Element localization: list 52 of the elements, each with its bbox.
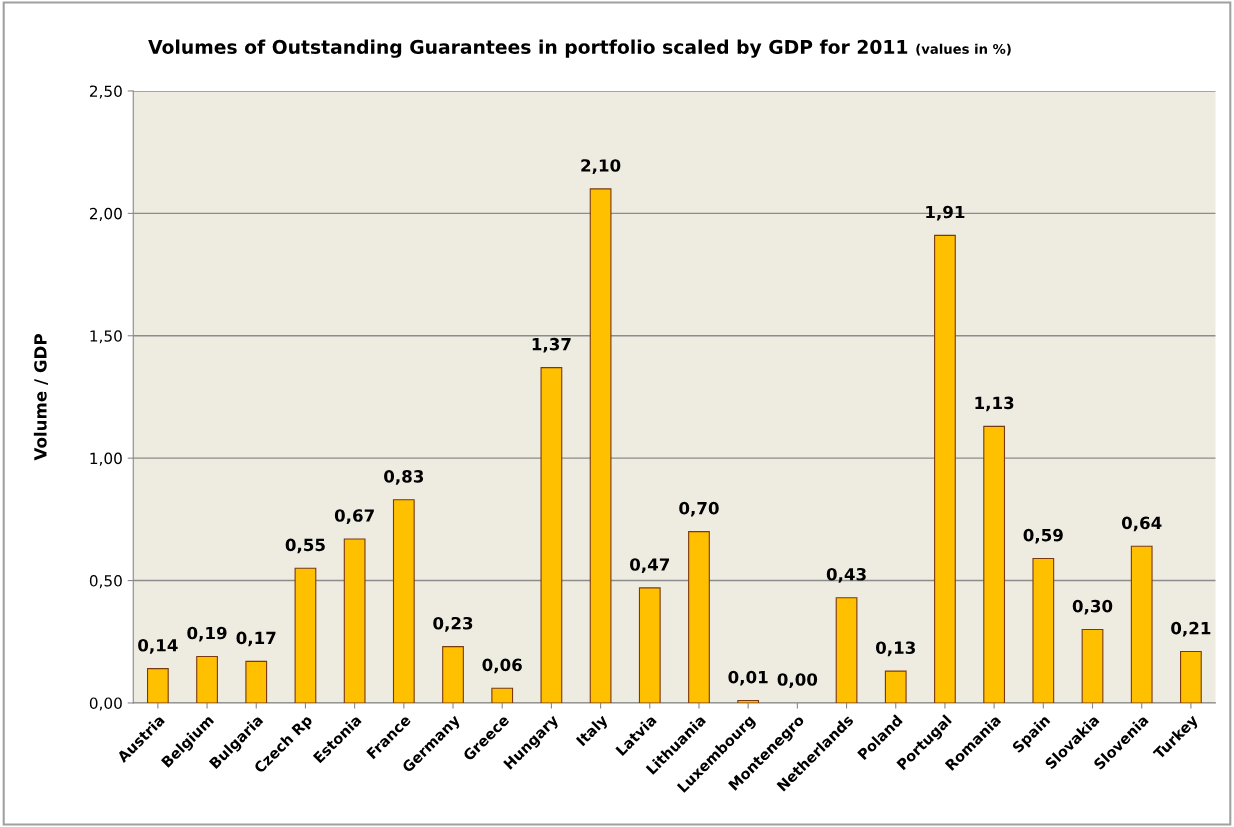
chart-subtitle: (values in %) (916, 43, 1011, 56)
bar (491, 687, 514, 703)
data-label: 2,10 (581, 159, 621, 174)
data-label: 0,13 (875, 641, 915, 657)
bar (343, 538, 366, 703)
bar (589, 188, 612, 703)
bar (1081, 628, 1104, 703)
data-label: 0,43 (826, 567, 866, 583)
data-label: 0,23 (433, 616, 473, 632)
bar (835, 597, 858, 703)
y-tick-label: 2,00 (89, 207, 122, 221)
y-tick-label: 1,50 (90, 330, 122, 344)
bar (1032, 557, 1055, 703)
data-label: 0,64 (1121, 516, 1162, 532)
bar (196, 655, 218, 703)
bar (245, 660, 268, 703)
bar (983, 425, 1006, 703)
data-label: 0,06 (482, 658, 522, 674)
data-label: 0,55 (285, 538, 325, 554)
bar (934, 234, 956, 703)
data-label: 0,14 (138, 638, 178, 654)
data-label: 0,59 (1023, 528, 1063, 544)
chart-title: Volumes of Outstanding Guarantees in portfolio scaled by GDP for 2011 (148, 39, 908, 58)
data-label: 1,13 (975, 396, 1014, 412)
data-label: 1,91 (926, 205, 965, 221)
y-tick-label: 1,00 (90, 452, 122, 466)
data-label: 0,21 (1171, 621, 1211, 637)
data-label: 0,67 (334, 509, 374, 524)
data-label: 0,83 (384, 470, 424, 485)
bar (442, 646, 464, 703)
data-label: 0,30 (1072, 599, 1113, 615)
bar (540, 367, 563, 703)
data-label: 0,01 (728, 670, 768, 686)
bar (146, 668, 169, 703)
bar (392, 499, 415, 703)
data-label: 0,17 (236, 631, 276, 647)
data-label: 0,70 (679, 501, 719, 517)
bar (884, 670, 907, 703)
bar (638, 587, 661, 703)
data-label: 0,19 (187, 626, 227, 642)
bar (688, 531, 710, 703)
y-tick-label: 0,00 (89, 697, 122, 711)
y-axis-title: Volume / GDP (33, 334, 49, 461)
y-tick-label: 2,50 (89, 85, 122, 99)
bar (1130, 545, 1153, 703)
data-label: 1,37 (532, 337, 571, 353)
data-label: 0,47 (630, 558, 670, 573)
bar (737, 699, 760, 703)
data-label: 0,00 (777, 673, 818, 688)
bar (1180, 650, 1202, 703)
y-tick-label: 0,50 (89, 575, 122, 589)
bar (294, 567, 317, 703)
